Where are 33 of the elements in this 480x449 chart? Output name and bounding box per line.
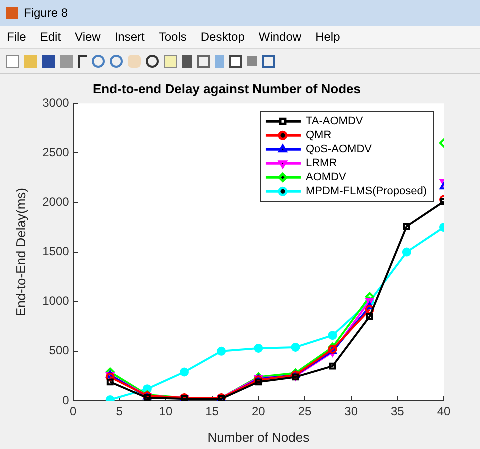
x-tick-label: 30 — [344, 404, 358, 419]
text: Tools — [158, 30, 187, 44]
legend-label: MPDM-FLMS(Proposed) — [306, 186, 428, 198]
text: Insert — [114, 30, 145, 44]
x-tick-label: 5 — [116, 404, 124, 419]
legend-label: QMR — [306, 130, 332, 142]
y-tick-label: 1500 — [42, 244, 70, 259]
legend-label: QoS-AOMDV — [306, 144, 373, 156]
chart-title: End-to-end Delay against Number of Nodes — [93, 81, 361, 96]
text: Window — [258, 30, 302, 44]
x-tick-label: 40 — [437, 404, 451, 419]
x-tick-label: 35 — [390, 404, 405, 419]
text: Desktop — [200, 30, 245, 44]
y-axis-title: End-to-End Delay(ms) — [13, 188, 28, 317]
x-axis-title: Number of Nodes — [208, 430, 310, 445]
x-tick-label: 10 — [159, 404, 173, 419]
y-tick-label: 500 — [49, 344, 70, 358]
y-tick-label: 2500 — [42, 145, 70, 160]
text: Edit — [40, 30, 62, 44]
text: Help — [316, 30, 340, 44]
y-tick-label: 2000 — [42, 195, 70, 210]
y-tick-label: 1000 — [42, 294, 70, 308]
caption: Figure 8 — [24, 6, 68, 20]
text: File — [7, 30, 26, 44]
legend-label: LRMR — [306, 158, 338, 170]
x-tick-label: 20 — [252, 404, 266, 419]
text: View — [75, 30, 101, 44]
x-tick-label: 25 — [298, 404, 312, 419]
y-tick-label: 0 — [62, 393, 70, 408]
y-tick-label: 3000 — [42, 96, 70, 110]
legend-label: AOMDV — [306, 172, 347, 184]
legend-label: TA-AOMDV — [306, 116, 364, 128]
x-tick-label: 15 — [206, 404, 220, 419]
